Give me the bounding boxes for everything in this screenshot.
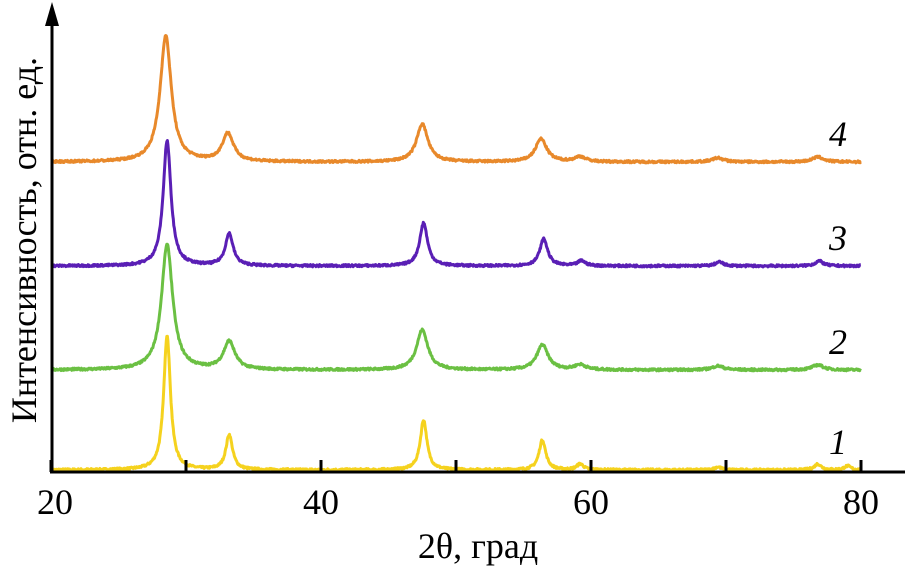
series-curve-4 [50, 34, 862, 165]
series-labels: 1 2 3 4 [828, 114, 847, 462]
x-ticks [49, 460, 863, 472]
x-tick-labels: 20 40 60 80 [37, 482, 879, 522]
series-curve-1 [50, 334, 862, 473]
series-label-3: 3 [828, 218, 847, 258]
series-curve-3 [51, 139, 862, 269]
series-label-2: 2 [829, 322, 847, 362]
x-axis-title: 2θ, град [418, 526, 538, 566]
x-tick-label: 20 [37, 482, 73, 522]
x-tick-label: 60 [573, 482, 609, 522]
series-curve-2 [51, 242, 862, 373]
series-curves [50, 34, 862, 473]
x-tick-label: 40 [303, 482, 339, 522]
y-axis-arrow [45, 2, 59, 26]
y-axis-title: Интенсивность, отн. ед. [4, 57, 44, 423]
series-label-4: 4 [829, 114, 847, 154]
x-tick-label: 80 [843, 482, 879, 522]
series-label-1: 1 [829, 422, 847, 462]
